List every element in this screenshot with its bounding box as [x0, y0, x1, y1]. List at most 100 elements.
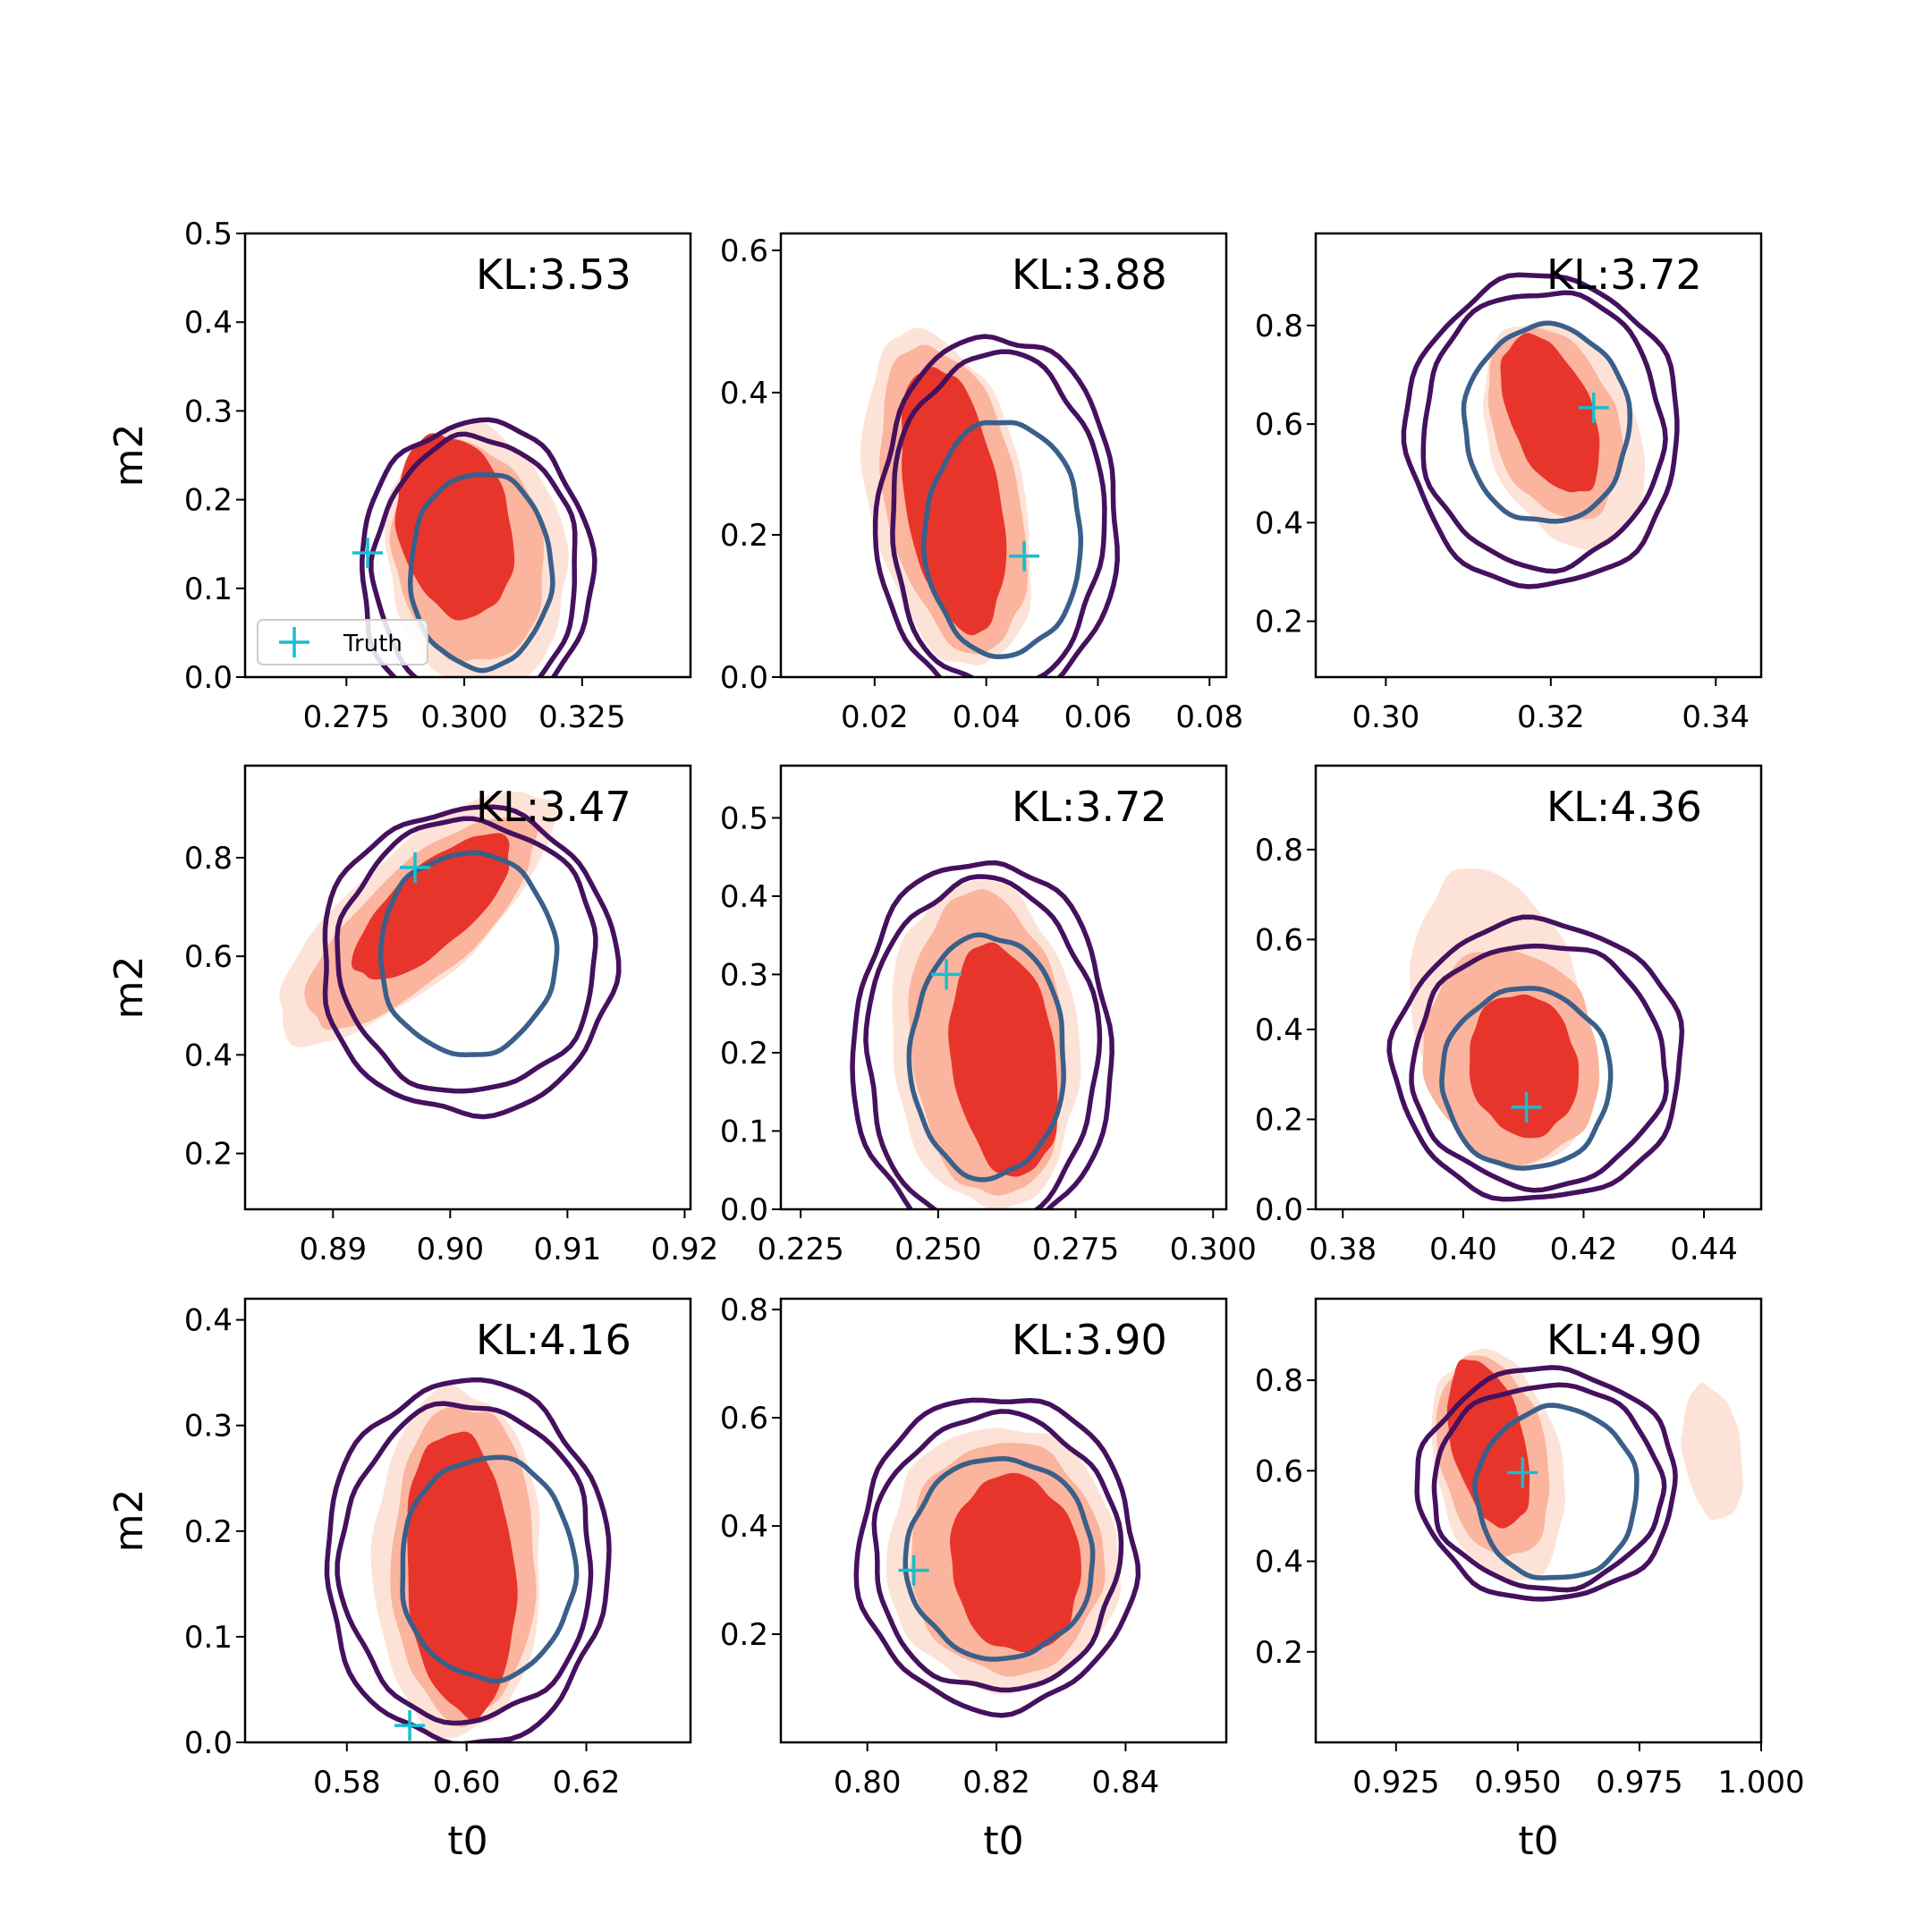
x-tick-label: 0.325: [538, 699, 625, 735]
contour-purple-middle: [335, 1401, 594, 1726]
kl-annotation: KL:3.53: [476, 250, 631, 299]
y-tick-label: 0.6: [1255, 407, 1303, 443]
contour-purple-middle: [863, 874, 1103, 1209]
x-tick-label: 0.300: [420, 699, 507, 735]
y-tick-label: 0.4: [184, 1038, 233, 1073]
panel-3: 0.30 0.32 0.34 0.2 0.4 0.6 0.8 KL:3.72: [1255, 232, 1763, 735]
y-tick-label: 0.0: [1255, 1192, 1303, 1228]
axes-frame: [779, 1297, 1228, 1744]
truth-marker: [898, 1555, 929, 1586]
y-tick-label: 0.3: [184, 1409, 233, 1445]
y-tick-label: 0.0: [184, 1725, 233, 1761]
y-tick-label: 0.2: [184, 1137, 233, 1173]
plot-area: [352, 417, 597, 677]
y-tick-label: 0.0: [720, 660, 768, 696]
y-tick-label: 0.6: [1255, 1453, 1303, 1489]
contour-purple-middle: [890, 349, 1107, 677]
x-tick-label: 0.08: [1175, 699, 1243, 735]
kl-annotation: KL:3.47: [476, 783, 631, 831]
y-tick-label: 0.6: [720, 233, 768, 269]
truth-marker: [1511, 1091, 1542, 1123]
truth-marker: [1507, 1457, 1538, 1488]
y-tick-label: 0.6: [1255, 922, 1303, 958]
y-tick-label: 0.4: [720, 879, 768, 915]
y-tick-label: 0.2: [720, 518, 768, 554]
panel-5: 0.225 0.250 0.275 0.300 0.0 0.1 0.2 0.3 0.4 0.5 KL…: [720, 764, 1257, 1267]
x-tick-label: 0.90: [416, 1232, 484, 1267]
y-axis-label: m2: [106, 424, 152, 487]
x-tick-label: 0.950: [1474, 1765, 1561, 1801]
y-tick-label: 0.2: [720, 1036, 768, 1072]
x-tick-label: 0.04: [953, 699, 1021, 735]
contour-blue: [400, 1454, 580, 1684]
contour-blue: [1439, 986, 1614, 1171]
y-tick-label: 0.4: [1255, 1013, 1303, 1048]
truth-marker: [1578, 392, 1609, 423]
contour-blue: [1461, 320, 1633, 524]
contour-purple-outer: [1386, 914, 1685, 1202]
plot-area: [1386, 869, 1685, 1202]
y-tick-label: 0.0: [184, 660, 233, 696]
y-tick-label: 0.6: [184, 939, 233, 975]
kl-annotation: KL:3.72: [1012, 783, 1167, 831]
plot-area: [324, 1377, 612, 1742]
kl-annotation: KL:4.16: [476, 1316, 631, 1364]
y-tick-label: 0.3: [720, 957, 768, 993]
panel-2: 0.02 0.04 0.06 0.08 0.0 0.2 0.4 0.6 KL:3.88: [720, 232, 1243, 735]
density-fill-inner: [948, 942, 1058, 1177]
y-tick-label: 0.8: [1255, 309, 1303, 344]
contour-purple-outer: [324, 1377, 612, 1742]
contour-purple-outer: [1414, 1365, 1678, 1602]
x-tick-label: 0.44: [1670, 1232, 1738, 1267]
contour-blue: [1471, 1402, 1640, 1580]
panel-4: 0.89 0.90 0.91 0.92 0.2 0.4 0.6 0.8 KL:3.47 m2: [106, 764, 719, 1267]
density-fill-extra: [1681, 1382, 1743, 1521]
density-fill-inner: [1500, 333, 1600, 493]
truth-marker: [394, 1710, 426, 1741]
y-tick-label: 0.4: [1255, 1545, 1303, 1580]
x-tick-label: 0.92: [651, 1232, 719, 1267]
plot-area: [850, 860, 1114, 1209]
x-tick-label: 0.300: [1170, 1232, 1257, 1267]
panel-8: 0.80 0.82 0.84 0.2 0.4 0.6 0.8 KL:3.90 t0: [720, 1292, 1228, 1864]
contour-purple-outer: [853, 1397, 1141, 1718]
axes-frame: [243, 764, 692, 1211]
axes-frame: [243, 1297, 692, 1744]
density-fill-inner: [407, 1431, 518, 1721]
plot-area: [279, 792, 622, 1120]
y-tick-label: 0.1: [184, 572, 233, 607]
contour-purple-outer: [1401, 272, 1680, 589]
plot-area: [853, 1397, 1141, 1718]
contour-purple-outer: [850, 860, 1114, 1209]
x-tick-label: 0.225: [757, 1232, 843, 1267]
y-tick-label: 0.6: [720, 1401, 768, 1436]
x-tick-label: 0.42: [1550, 1232, 1618, 1267]
y-tick-label: 0.0: [720, 1192, 768, 1228]
y-tick-label: 0.8: [1255, 1363, 1303, 1399]
x-tick-label: 0.89: [299, 1232, 367, 1267]
x-tick-label: 0.275: [303, 699, 390, 735]
kl-annotation: KL:4.90: [1546, 1316, 1702, 1364]
density-fill-inner: [1469, 994, 1580, 1139]
x-tick-label: 0.925: [1352, 1765, 1439, 1801]
contour-blue: [906, 932, 1066, 1182]
contour-purple-middle: [871, 1409, 1124, 1693]
y-tick-label: 0.4: [720, 1509, 768, 1545]
kl-annotation: KL:3.88: [1012, 250, 1167, 299]
plot-area: [1401, 272, 1680, 589]
y-tick-label: 0.1: [720, 1114, 768, 1149]
y-tick-label: 0.2: [1255, 1635, 1303, 1671]
x-tick-label: 0.40: [1429, 1232, 1497, 1267]
x-tick-label: 0.30: [1352, 699, 1420, 735]
x-tick-label: 0.34: [1682, 699, 1750, 735]
y-tick-label: 0.3: [184, 394, 233, 429]
contour-purple-middle: [335, 816, 598, 1094]
y-tick-label: 0.2: [720, 1617, 768, 1653]
axes-frame: [779, 232, 1228, 679]
x-tick-label: 0.62: [553, 1765, 621, 1801]
y-tick-label: 0.8: [184, 841, 233, 877]
y-tick-label: 0.4: [1255, 505, 1303, 541]
y-tick-label: 0.4: [184, 305, 233, 341]
x-tick-label: 0.02: [841, 699, 909, 735]
